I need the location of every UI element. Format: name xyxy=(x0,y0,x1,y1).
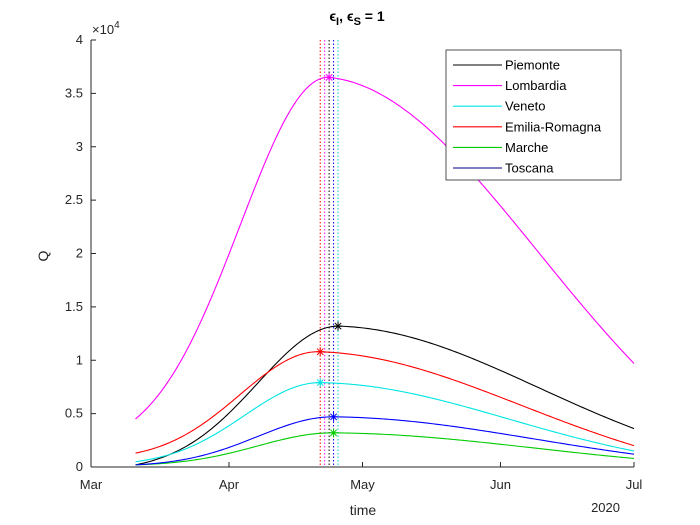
legend-label: Piemonte xyxy=(505,58,560,73)
legend-label: Emilia-Romagna xyxy=(505,119,602,134)
peak-marker-emilia-romagna xyxy=(316,347,325,356)
x-tick-label: May xyxy=(350,477,375,492)
y-tick-label: 1.5 xyxy=(65,299,83,314)
peak-marker-piemonte xyxy=(334,322,343,331)
peak-marker-veneto xyxy=(316,378,325,387)
y-tick-label: 0.5 xyxy=(65,406,83,421)
y-tick-label: 1 xyxy=(76,352,83,367)
y-tick-label: 4 xyxy=(76,32,83,47)
y-tick-label: 3 xyxy=(76,139,83,154)
y-exponent-base: ×10 xyxy=(92,22,114,37)
legend: Piemonte Lombardia Veneto Emilia-Romagna Mar… xyxy=(446,50,621,180)
y-exponent-label: ×104 xyxy=(92,20,120,37)
y-tick-label: 2.5 xyxy=(65,192,83,207)
title-sep: , xyxy=(339,8,347,24)
y-axis-label: Q xyxy=(35,250,51,261)
x-tick-label: Jul xyxy=(626,477,643,492)
y-tick-label: 2 xyxy=(76,246,83,261)
y-tick-label: 3.5 xyxy=(65,85,83,100)
chart-title: ϵI, ϵS = 1 xyxy=(329,8,385,28)
title-suffix: = 1 xyxy=(361,8,385,24)
title-sub-2: S xyxy=(354,16,361,28)
legend-label: Veneto xyxy=(505,99,546,114)
peak-marker-marche xyxy=(329,428,338,437)
legend-label: Marche xyxy=(505,140,548,155)
legend-label: Toscana xyxy=(505,161,554,176)
y-tick-label: 0 xyxy=(76,459,83,474)
y-exponent-power: 4 xyxy=(114,20,120,31)
x-tick-label: Apr xyxy=(219,477,240,492)
x-axis-label: time xyxy=(350,502,377,518)
peak-marker-toscana xyxy=(329,412,338,421)
x-tick-label: Mar xyxy=(80,477,103,492)
x-tick-label: Jun xyxy=(490,477,511,492)
year-label: 2020 xyxy=(591,500,620,515)
legend-label: Lombardia xyxy=(505,78,567,93)
